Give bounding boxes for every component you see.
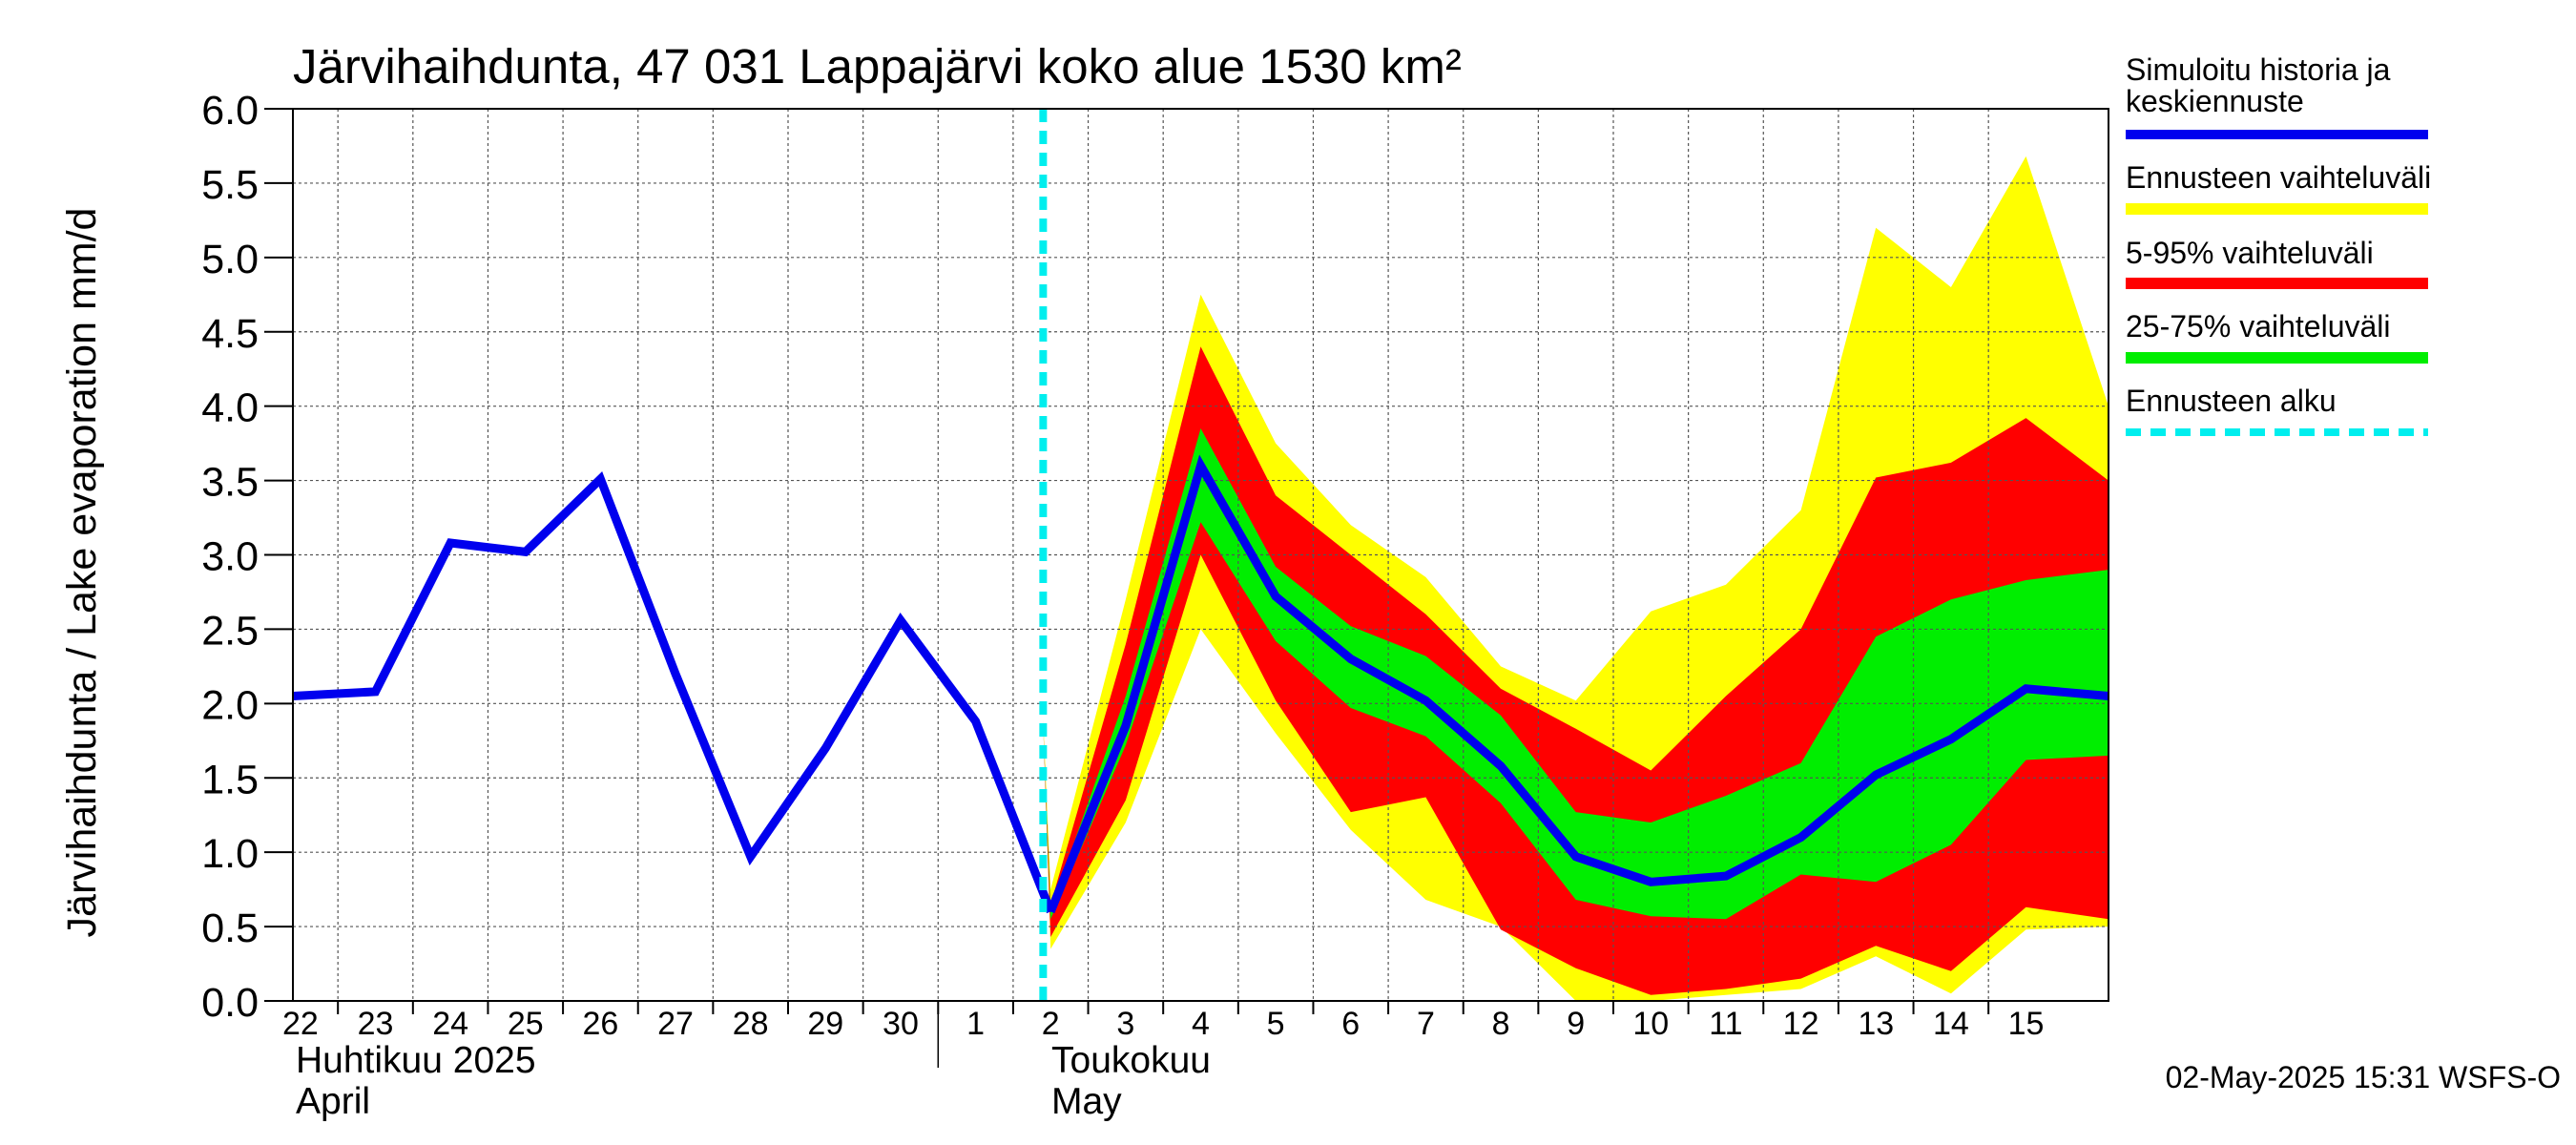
grid-layer bbox=[293, 109, 2109, 1001]
series-layer bbox=[292, 109, 2109, 1001]
x-tick-label: 28 bbox=[733, 1006, 769, 1042]
y-tick-label: 3.0 bbox=[201, 534, 259, 580]
plot-frame bbox=[292, 108, 2109, 1002]
month-label-may-fi: Toukokuu bbox=[1051, 1040, 1211, 1081]
month-label-may-en: May bbox=[1051, 1081, 1122, 1122]
x-tick-label: 24 bbox=[432, 1006, 468, 1042]
x-tick-label: 29 bbox=[807, 1006, 843, 1042]
x-tick-label: 22 bbox=[282, 1006, 319, 1042]
x-tick-label: 30 bbox=[883, 1006, 919, 1042]
y-tick-label: 5.5 bbox=[201, 162, 259, 208]
timestamp: 02-May-2025 15:31 WSFS-O bbox=[2166, 1060, 2561, 1094]
y-tick-label: 0.0 bbox=[201, 980, 259, 1026]
x-tick-label: 4 bbox=[1192, 1006, 1210, 1042]
y-axis-label: Järvihaihdunta / Lake evaporation mm/d bbox=[59, 208, 105, 938]
legend-label-range: Ennusteen vaihteluväli bbox=[2126, 160, 2431, 195]
chart-title: Järvihaihdunta, 47 031 Lappajärvi koko a… bbox=[293, 39, 1462, 94]
x-tick-label: 25 bbox=[508, 1006, 544, 1042]
x-tick-label: 15 bbox=[2008, 1006, 2045, 1042]
x-tick-label: 14 bbox=[1933, 1006, 1969, 1042]
x-tick-label: 12 bbox=[1783, 1006, 1819, 1042]
x-tick-label: 2 bbox=[1042, 1006, 1060, 1042]
x-tick-label: 26 bbox=[582, 1006, 618, 1042]
x-tick-label: 11 bbox=[1709, 1006, 1742, 1042]
legend-label-history-2: keskiennuste bbox=[2126, 84, 2304, 118]
legend-label-p5-95: 5-95% vaihteluväli bbox=[2126, 236, 2374, 270]
month-label-april-en: April bbox=[296, 1081, 370, 1122]
x-tick-label: 9 bbox=[1567, 1006, 1585, 1042]
y-tick-label: 6.0 bbox=[201, 88, 259, 134]
x-tick-label: 27 bbox=[657, 1006, 694, 1042]
y-tick-label: 2.0 bbox=[201, 682, 259, 728]
x-tick-label: 6 bbox=[1341, 1006, 1360, 1042]
x-tick-label: 23 bbox=[358, 1006, 394, 1042]
median-forecast-line bbox=[1047, 454, 2109, 914]
x-tick-label: 8 bbox=[1492, 1006, 1510, 1042]
history-line bbox=[292, 471, 1055, 914]
x-tick-label: 5 bbox=[1267, 1006, 1285, 1042]
legend-label-history-1: Simuloitu historia ja bbox=[2126, 52, 2391, 87]
y-tick-label: 1.0 bbox=[201, 831, 259, 877]
y-tick-label: 0.5 bbox=[201, 906, 259, 951]
x-tick-label: 1 bbox=[966, 1006, 985, 1042]
legend-label-start: Ennusteen alku bbox=[2126, 384, 2337, 418]
x-tick-label: 10 bbox=[1632, 1006, 1669, 1042]
x-tick-label: 13 bbox=[1858, 1006, 1894, 1042]
band-layer bbox=[1043, 156, 2109, 1001]
month-label-april-fi: Huhtikuu 2025 bbox=[296, 1040, 536, 1081]
legend-label-p25-75: 25-75% vaihteluväli bbox=[2126, 309, 2391, 344]
y-tick-label: 4.0 bbox=[201, 385, 259, 431]
y-tick-label: 5.0 bbox=[201, 237, 259, 282]
legend: Simuloitu historia ja keskiennuste Ennus… bbox=[2126, 52, 2431, 436]
x-tick-label: 3 bbox=[1116, 1006, 1134, 1042]
y-tick-label: 4.5 bbox=[201, 311, 259, 357]
y-tick-label: 2.5 bbox=[201, 608, 259, 654]
band-2 bbox=[1043, 428, 2109, 920]
x-tick-label: 7 bbox=[1417, 1006, 1435, 1042]
y-tick-label: 3.5 bbox=[201, 460, 259, 506]
y-tick-label: 1.5 bbox=[201, 757, 259, 802]
tick-layer: 0.0 0.5 1.0 1.5 2.0 2.5 3.0 3.5 4.0 4.5 5.0 5.5 6.0 2… bbox=[201, 88, 2044, 1068]
